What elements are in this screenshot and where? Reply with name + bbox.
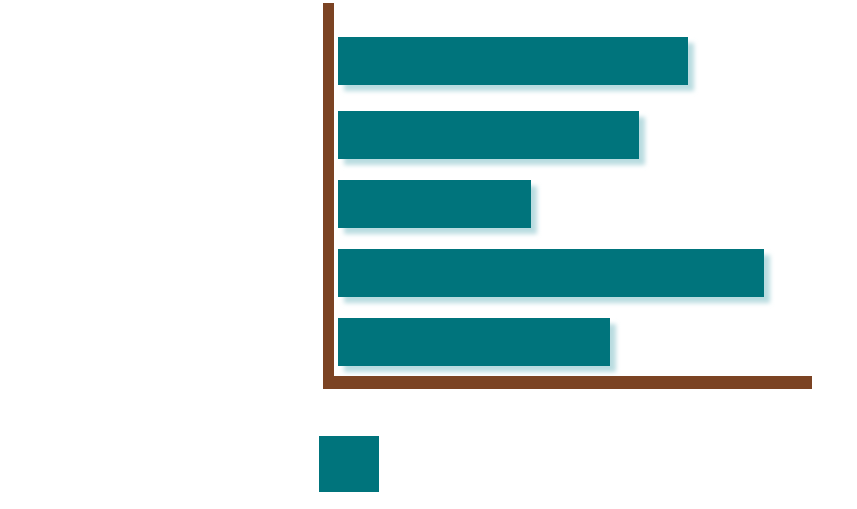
legend (319, 436, 379, 492)
axes (323, 3, 812, 389)
bar-4 (338, 249, 764, 297)
bar-5 (338, 318, 610, 366)
bar-1 (338, 37, 688, 85)
x-axis-line (323, 376, 812, 389)
legend-swatch (319, 436, 379, 492)
bars (338, 37, 764, 366)
bar-3 (338, 180, 531, 228)
bar-2 (338, 111, 639, 159)
y-axis-line (323, 3, 334, 389)
